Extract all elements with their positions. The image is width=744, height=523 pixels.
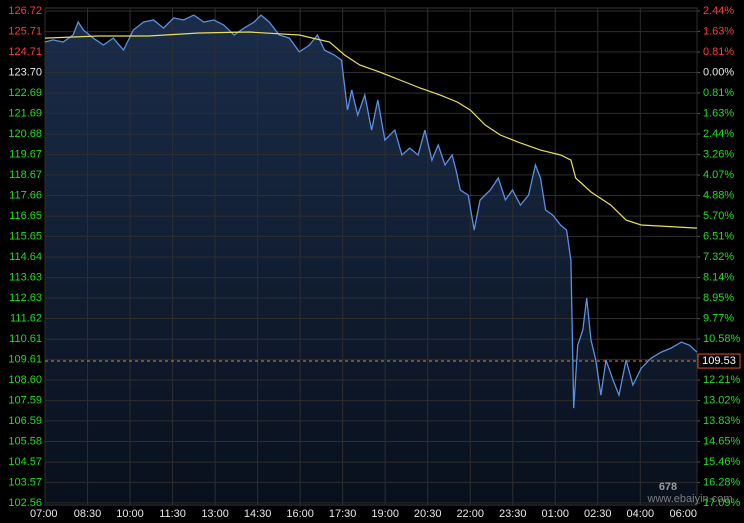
y-tick-label: 120.68 bbox=[8, 128, 42, 140]
y-tick-label: 104.57 bbox=[8, 456, 42, 468]
y-tick-label: 117.66 bbox=[9, 189, 42, 201]
last-price-box bbox=[697, 353, 741, 369]
y-tick-label: 105.58 bbox=[8, 435, 42, 447]
x-tick-label: 11:30 bbox=[159, 508, 186, 520]
y2-tick-label: 5.70% bbox=[703, 210, 734, 222]
y2-tick-label: 1.63% bbox=[703, 107, 734, 119]
y2-tick-label: 8.14% bbox=[703, 271, 734, 283]
x-tick-label: 06:00 bbox=[669, 508, 697, 520]
line bbox=[44, 31, 698, 229]
y2-tick-label: 4.88% bbox=[703, 189, 734, 201]
y-tick-label: 110.61 bbox=[9, 333, 42, 345]
y2-tick-label: 0.81% bbox=[703, 87, 734, 99]
x-tick-label: 13:00 bbox=[201, 508, 229, 520]
y2-tick-label: 13.02% bbox=[703, 394, 741, 406]
y2-tick-label: 8.95% bbox=[703, 292, 734, 304]
last-price-label: 109.53 bbox=[702, 355, 736, 367]
y2-tick-label: 7.32% bbox=[703, 251, 734, 263]
y2-tick-label: 15.46% bbox=[703, 456, 741, 468]
watermark-site: www.ebaiyin.com bbox=[647, 493, 733, 505]
x-tick-label: 07:00 bbox=[30, 508, 58, 520]
line bbox=[44, 14, 698, 409]
y-tick-label: 122.69 bbox=[8, 87, 42, 99]
watermark: 678 bbox=[659, 481, 677, 493]
y-tick-label: 125.71 bbox=[8, 25, 42, 37]
y-tick-label: 118.67 bbox=[9, 169, 42, 181]
y-tick-label: 112.63 bbox=[9, 292, 42, 304]
area bbox=[45, 15, 697, 503]
y2-tick-label: 6.51% bbox=[703, 230, 734, 242]
y-tick-label: 115.65 bbox=[9, 230, 42, 242]
x-tick-label: 01:00 bbox=[541, 508, 569, 520]
y2-tick-label: 10.58% bbox=[703, 333, 741, 345]
y-tick-label: 109.61 bbox=[8, 353, 42, 365]
y-tick-label: 108.60 bbox=[8, 374, 42, 386]
x-tick-label: 02:30 bbox=[584, 508, 612, 520]
y-tick-label: 107.59 bbox=[8, 394, 42, 406]
y2-tick-label: 1.63% bbox=[703, 25, 734, 37]
y-tick-label: 113.63 bbox=[9, 271, 42, 283]
y-tick-label: 121.69 bbox=[8, 107, 42, 119]
y-tick-label: 126.72 bbox=[8, 5, 42, 17]
x-tick-label: 16:00 bbox=[286, 508, 314, 520]
y-tick-label: 116.65 bbox=[9, 210, 42, 222]
y-tick-label: 102.56 bbox=[8, 497, 42, 509]
y2-tick-label: 0.81% bbox=[703, 46, 734, 58]
y2-tick-label: 3.26% bbox=[703, 149, 734, 161]
y-tick-label: 119.67 bbox=[9, 148, 42, 160]
x-tick-label: 19:00 bbox=[371, 508, 399, 520]
y2-tick-label: 12.21% bbox=[703, 374, 741, 386]
y-tick-label: 111.62 bbox=[10, 312, 42, 324]
x-tick-label: 17:30 bbox=[329, 508, 357, 520]
y2-tick-label: 4.07% bbox=[703, 169, 734, 181]
y-tick-label: 123.70 bbox=[8, 66, 42, 78]
y-tick-label: 106.59 bbox=[8, 415, 42, 427]
y2-tick-label: 2.44% bbox=[703, 5, 734, 17]
x-tick-label: 10:00 bbox=[116, 508, 144, 520]
x-tick-label: 22:00 bbox=[456, 508, 484, 520]
y-tick-label: 124.71 bbox=[8, 46, 42, 58]
y2-tick-label: 13.83% bbox=[703, 415, 741, 427]
x-tick-label: 20:30 bbox=[414, 508, 442, 520]
y2-tick-label: 14.65% bbox=[703, 435, 741, 447]
x-tick-label: 04:00 bbox=[627, 508, 655, 520]
y-tick-label: 103.57 bbox=[8, 476, 42, 488]
y2-tick-label: 0.00% bbox=[703, 66, 734, 78]
y2-tick-label: 2.44% bbox=[703, 128, 734, 140]
y2-tick-label: 9.77% bbox=[703, 313, 734, 325]
x-tick-label: 08:30 bbox=[74, 508, 102, 520]
y2-tick-label: 16.28% bbox=[703, 477, 741, 489]
x-tick-label: 23:30 bbox=[499, 508, 527, 520]
y-tick-label: 114.64 bbox=[9, 251, 42, 263]
x-tick-label: 14:30 bbox=[244, 508, 272, 520]
y2-tick-label: 17.09% bbox=[703, 497, 741, 509]
